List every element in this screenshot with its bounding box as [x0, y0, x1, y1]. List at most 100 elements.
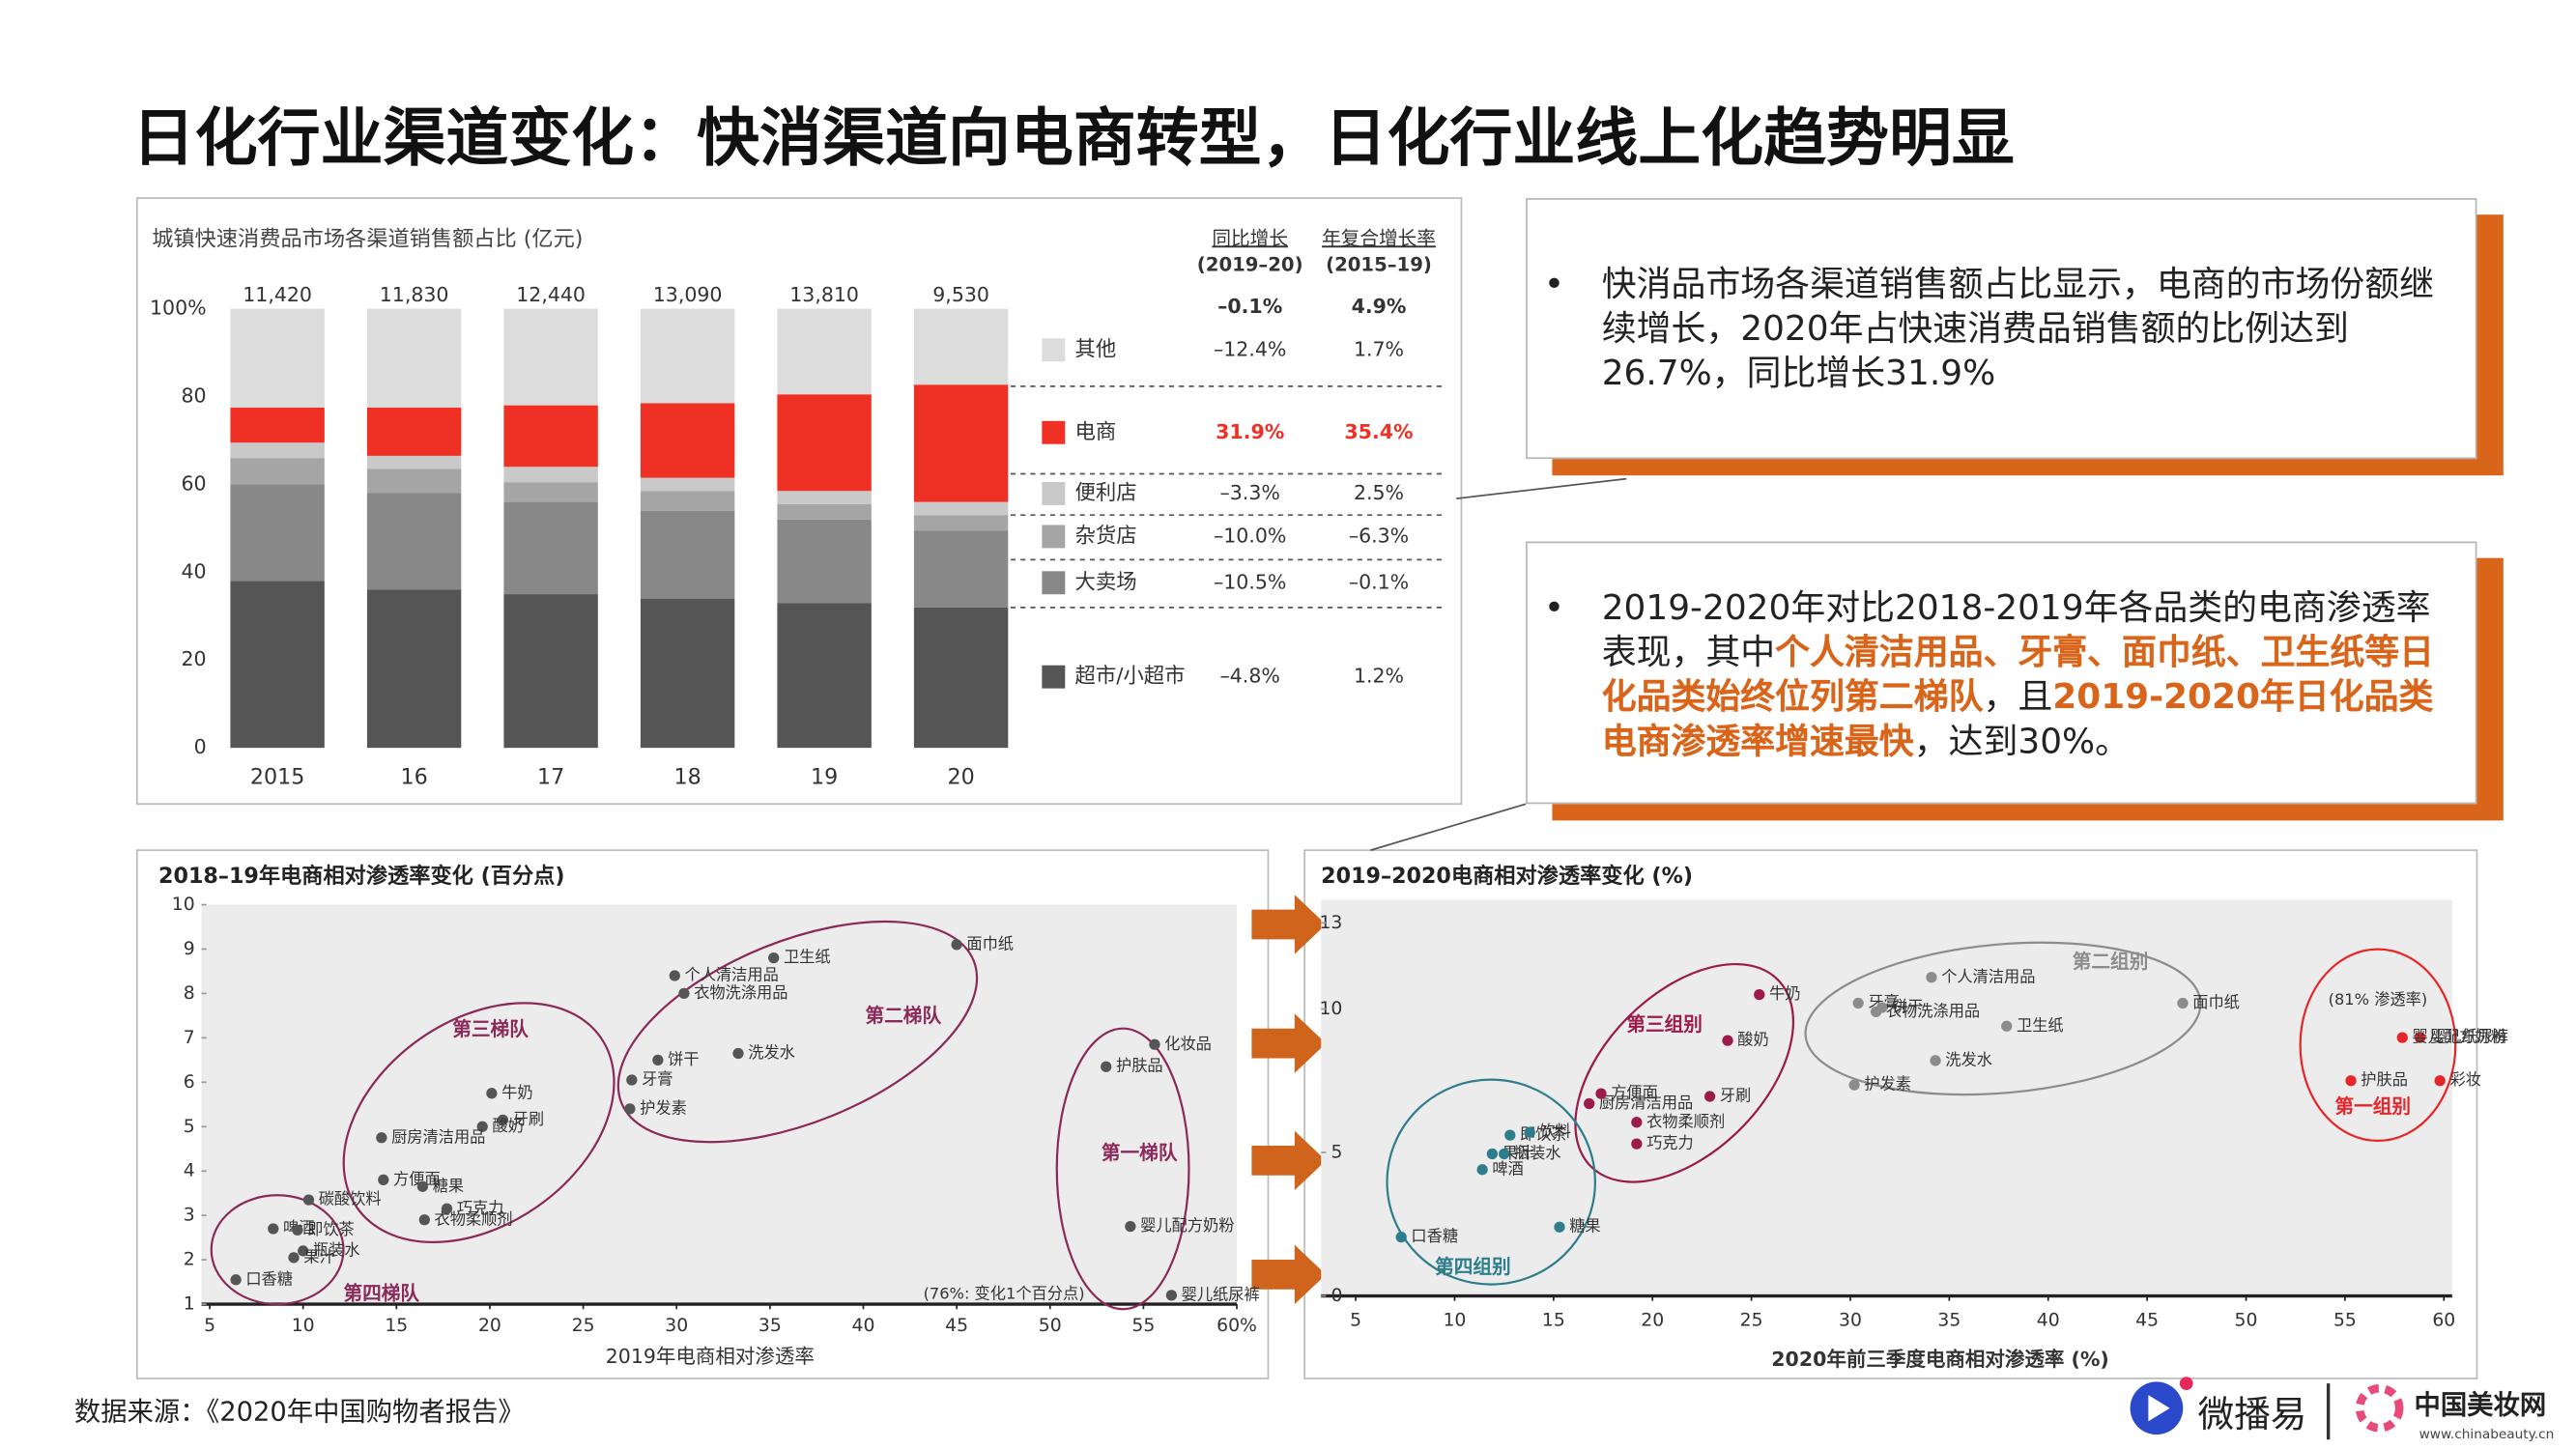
x-tick-label: 20 — [1641, 1311, 1664, 1331]
logo-icon — [2148, 1395, 2170, 1422]
bullet: • — [1543, 264, 1565, 304]
point — [288, 1252, 300, 1264]
slide-title: 日化行业渠道变化：快消渠道向电商转型，日化行业线上化趋势明显 — [132, 102, 2015, 175]
bar-segment — [230, 308, 325, 408]
table-header: 同比增长 — [1212, 227, 1288, 249]
group-ellipse — [1804, 941, 2202, 1096]
bar-segment — [230, 484, 325, 582]
x-tick-label: 18 — [673, 764, 701, 789]
table-header: (2015–19) — [1326, 254, 1432, 276]
x-tick-label: 17 — [537, 764, 564, 789]
cagr: –6.3% — [1349, 524, 1409, 547]
bar-segment — [640, 403, 735, 478]
y-tick-label: 13 — [1319, 913, 1342, 933]
bar-segment — [366, 407, 462, 456]
cagr: 1.7% — [1354, 337, 1404, 360]
point-label: 化妆品 — [1164, 1035, 1212, 1053]
cagr: 35.4% — [1344, 420, 1413, 443]
legend-label: 超市/小超市 — [1075, 665, 1186, 689]
point-label: 巧克力 — [1646, 1134, 1694, 1152]
y-tick-label: 10 — [1319, 999, 1342, 1019]
logo-url: www.chinabeauty.cn — [2419, 1427, 2555, 1442]
x-axis-label: 2019年电商相对渗透率 — [606, 1345, 815, 1368]
growth: –10.0% — [1214, 524, 1286, 547]
legend-label: 便利店 — [1075, 481, 1137, 505]
point — [1524, 1126, 1535, 1138]
point — [1486, 1148, 1498, 1160]
point — [378, 1174, 389, 1186]
x-tick-label: 45 — [945, 1316, 968, 1336]
bar-segment — [230, 458, 325, 485]
bar-segment — [503, 467, 598, 483]
point — [1395, 1231, 1407, 1243]
y-tick-label: 0 — [1331, 1286, 1342, 1306]
point-label: 巧克力 — [457, 1199, 504, 1217]
x-tick-label: 45 — [2135, 1311, 2159, 1331]
point — [624, 1103, 636, 1115]
x-tick-label: 40 — [852, 1316, 875, 1336]
point — [1595, 1088, 1607, 1099]
point-label: 饮料 — [1540, 1122, 1571, 1141]
total-label: 9,530 — [932, 283, 989, 306]
point — [1101, 1061, 1112, 1072]
y-tick-label: 60 — [182, 471, 207, 495]
point-label: 酸奶 — [492, 1117, 523, 1135]
point-label: 面巾纸 — [2192, 993, 2240, 1011]
point — [1584, 1097, 1595, 1110]
x-tick-label: 40 — [2037, 1311, 2060, 1331]
point — [268, 1223, 279, 1235]
group-ellipse — [1055, 1027, 1190, 1311]
y-tick-label: 3 — [184, 1206, 195, 1226]
total-label: 13,810 — [789, 283, 859, 306]
total-label: 12,440 — [516, 283, 586, 306]
bar-segment — [503, 405, 598, 468]
x-tick-label: 50 — [2235, 1311, 2258, 1331]
x-tick-label: 16 — [400, 764, 427, 789]
y-tick-label: 80 — [182, 384, 207, 407]
x-tick-label: 20 — [947, 764, 974, 789]
group-label: 第四梯队 — [343, 1282, 419, 1304]
bar-segment — [366, 455, 462, 469]
point — [2396, 1032, 2408, 1043]
x-tick-label: 5 — [204, 1316, 215, 1336]
point-label: 婴儿配方奶粉 — [1140, 1216, 1234, 1235]
bar-segment — [777, 491, 872, 504]
x-tick-label: 5 — [1350, 1311, 1361, 1331]
bar-segment — [777, 394, 872, 492]
note-segment: 快消品市场各渠道销售额占比显示，电商的市场份额继续增长，2020年占快速消费品销… — [1601, 264, 2435, 393]
note-segment: 个人清洁用品、牙膏、面巾纸、卫生纸等日化品类始终位列第二梯队 — [1601, 632, 2435, 717]
point-label: 牛奶 — [501, 1083, 532, 1101]
x-axis-label: 2020年前三季度电商相对渗透率 (%) — [1771, 1348, 2108, 1371]
legend-swatch — [1042, 665, 1066, 689]
point — [1631, 1138, 1643, 1150]
point-label: 洗发水 — [748, 1043, 795, 1062]
point — [376, 1132, 387, 1144]
legend-label: 大卖场 — [1075, 570, 1137, 594]
bar-segment — [230, 442, 325, 459]
point — [1852, 997, 1864, 1009]
point — [1125, 1221, 1136, 1233]
group-label: 第一组别 — [2335, 1095, 2412, 1118]
bar-segment — [366, 493, 462, 590]
bar-segment — [640, 510, 735, 599]
y-tick-label: 7 — [184, 1028, 195, 1048]
bar-segment — [777, 519, 872, 604]
bar-segment — [503, 501, 598, 595]
point — [1165, 1290, 1178, 1301]
point — [1149, 1038, 1160, 1050]
bullet: • — [1543, 587, 1565, 628]
note-segment: ，达到30%。 — [1913, 721, 2131, 761]
legend-label: 杂货店 — [1075, 524, 1137, 548]
y-tick-label: 2 — [184, 1250, 195, 1270]
bar-segment — [503, 594, 598, 749]
point — [2345, 1075, 2357, 1087]
group-ellipse — [210, 1194, 345, 1306]
point-label: 糖果 — [433, 1177, 464, 1195]
point — [1499, 1148, 1510, 1160]
y-tick-label: 8 — [184, 983, 195, 1004]
point-label: 婴儿纸尿裤 — [2430, 1028, 2508, 1046]
note-segment: ，且 — [1983, 676, 2053, 717]
group-label: 第一梯队 — [1102, 1142, 1178, 1164]
note-segment: 2019-2020年对比2018-2019年各品类的电商渗透率表现，其中 — [1601, 587, 2431, 672]
